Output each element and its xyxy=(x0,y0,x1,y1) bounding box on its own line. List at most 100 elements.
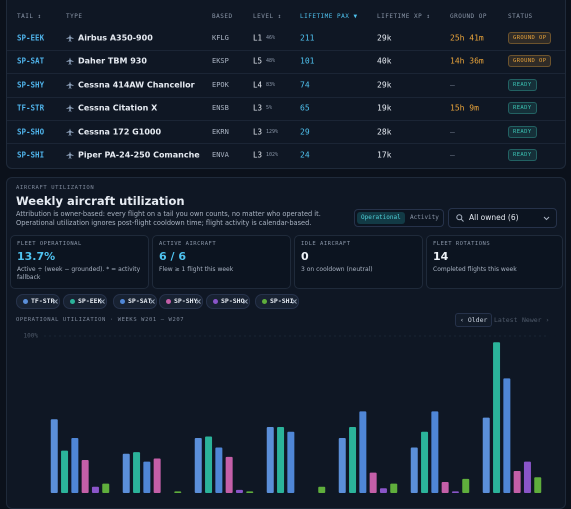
lifetime-xp: 28k xyxy=(377,127,392,137)
plane-icon xyxy=(66,151,74,159)
toggle-activity[interactable]: Activity xyxy=(410,214,439,221)
bar xyxy=(349,427,357,493)
legend-dot xyxy=(120,299,125,304)
level-progress: 83% xyxy=(266,81,276,88)
legend-chip[interactable]: SP-EEK xyxy=(63,294,107,309)
remove-icon[interactable] xyxy=(53,299,58,304)
stat-label: FLEET OPERATIONAL xyxy=(17,241,82,247)
pager-newer[interactable]: Newer › xyxy=(522,316,550,324)
stat-card: FLEET OPERATIONAL 13.7% Active ÷ (week − g… xyxy=(10,235,149,289)
remove-icon[interactable] xyxy=(196,299,201,304)
pager-latest[interactable]: Latest xyxy=(494,316,518,324)
stat-label: IDLE AIRCRAFT xyxy=(301,241,351,247)
lifetime-xp: 29k xyxy=(377,80,392,90)
tail: SP-EEK xyxy=(17,33,45,43)
level-progress: 46% xyxy=(266,35,276,41)
bar xyxy=(410,447,418,493)
bar xyxy=(50,419,58,493)
level: L3 xyxy=(253,150,263,160)
aircraft-type: Airbus A350-900 xyxy=(78,33,153,43)
lifetime-xp: 40k xyxy=(377,56,392,66)
bar xyxy=(71,438,79,493)
legend-chip[interactable]: TF-STR xyxy=(16,294,60,309)
bar xyxy=(287,431,295,493)
legend-chip[interactable]: SP-SAT xyxy=(113,294,157,309)
base: KFLG xyxy=(212,34,229,42)
chart-title: OPERATIONAL UTILIZATION · WEEKS W201 – W… xyxy=(16,317,185,323)
aircraft-type: Cessna 172 G1000 xyxy=(78,127,162,137)
eyebrow: AIRCRAFT UTILIZATION xyxy=(16,185,95,191)
toggle-operational[interactable]: Operational xyxy=(357,212,405,224)
bar xyxy=(266,427,274,493)
bar xyxy=(431,411,439,493)
pager-older[interactable]: ‹ Older xyxy=(455,313,493,327)
stat-card: FLEET ROTATIONS 14 Completed flights this … xyxy=(426,235,563,289)
filter-dropdown[interactable]: All owned (6) xyxy=(448,208,557,228)
stat-value: 0 xyxy=(301,250,309,263)
search-icon xyxy=(456,214,464,222)
aircraft-type: Cessna 414AW Chancellor xyxy=(78,80,195,90)
bar xyxy=(205,436,213,493)
bar xyxy=(338,438,346,493)
row-divider xyxy=(7,49,565,51)
stat-note: Active ÷ (week − grounded). * = activity… xyxy=(17,266,141,281)
legend-dot xyxy=(262,299,267,304)
aircraft-table: TAIL ↕ TYPE BASED LEVEL ↕ LIFETIME PAX ▼ LIFE… xyxy=(6,0,566,169)
bar xyxy=(61,450,69,493)
row-divider xyxy=(7,73,565,75)
bar xyxy=(143,461,151,493)
level-progress: 102% xyxy=(266,152,279,158)
bar xyxy=(441,482,449,493)
y-tick-label: 100% xyxy=(24,333,39,340)
level: L4 xyxy=(253,80,263,90)
status-badge: READY xyxy=(508,102,537,115)
remove-icon[interactable] xyxy=(243,299,248,304)
tail: SP-SHO xyxy=(17,127,45,137)
base: EPOK xyxy=(212,80,229,89)
lifetime-pax: 74 xyxy=(300,80,310,90)
plane-icon xyxy=(66,104,74,112)
column-header: LIFETIME PAX ▼ xyxy=(300,13,358,20)
legend-chip[interactable]: SP-SHY xyxy=(159,294,203,309)
status-badge: READY xyxy=(508,149,537,161)
stat-value: 6 / 6 xyxy=(159,250,186,263)
level: L1 xyxy=(253,33,263,43)
row-divider xyxy=(7,119,565,121)
lifetime-pax: 65 xyxy=(300,103,310,113)
base: ENVA xyxy=(212,151,229,159)
bar xyxy=(246,491,254,493)
legend-chip[interactable]: SP-SHI xyxy=(255,294,299,309)
stat-label: ACTIVE AIRCRAFT xyxy=(159,241,217,247)
remove-icon[interactable] xyxy=(292,299,297,304)
tail: SP-SHI xyxy=(17,150,45,160)
ground-op: — xyxy=(450,150,455,160)
bar xyxy=(153,458,161,493)
bar xyxy=(493,342,501,493)
bar xyxy=(277,427,285,493)
status-badge: GROUND OP xyxy=(508,55,552,68)
ground-op: — xyxy=(450,80,455,90)
bar xyxy=(318,486,326,493)
remove-icon[interactable] xyxy=(100,299,105,304)
aircraft-type: Cessna Citation X xyxy=(78,103,158,113)
lifetime-xp: 19k xyxy=(377,103,392,113)
bar xyxy=(133,452,141,493)
base: EKRN xyxy=(212,127,229,136)
remove-icon[interactable] xyxy=(150,299,155,304)
stat-value: 14 xyxy=(433,250,449,263)
level-progress: 129% xyxy=(266,128,279,135)
row-divider xyxy=(7,96,565,98)
bar xyxy=(534,477,542,493)
bar xyxy=(102,483,110,493)
bar xyxy=(421,431,429,493)
stat-card: IDLE AIRCRAFT 0 3 on cooldown (neutral) xyxy=(294,235,423,289)
bar xyxy=(451,491,459,493)
utilization-panel: AIRCRAFT UTILIZATION Weekly aircraft uti… xyxy=(6,177,566,509)
column-header: TAIL ↕ xyxy=(17,13,42,20)
column-header: BASED xyxy=(212,13,233,20)
utilization-chart: 100% xyxy=(24,333,548,493)
legend-chip[interactable]: SP-SHO xyxy=(206,294,250,309)
bar xyxy=(215,447,223,493)
ground-op: 25h 41m xyxy=(450,33,484,43)
